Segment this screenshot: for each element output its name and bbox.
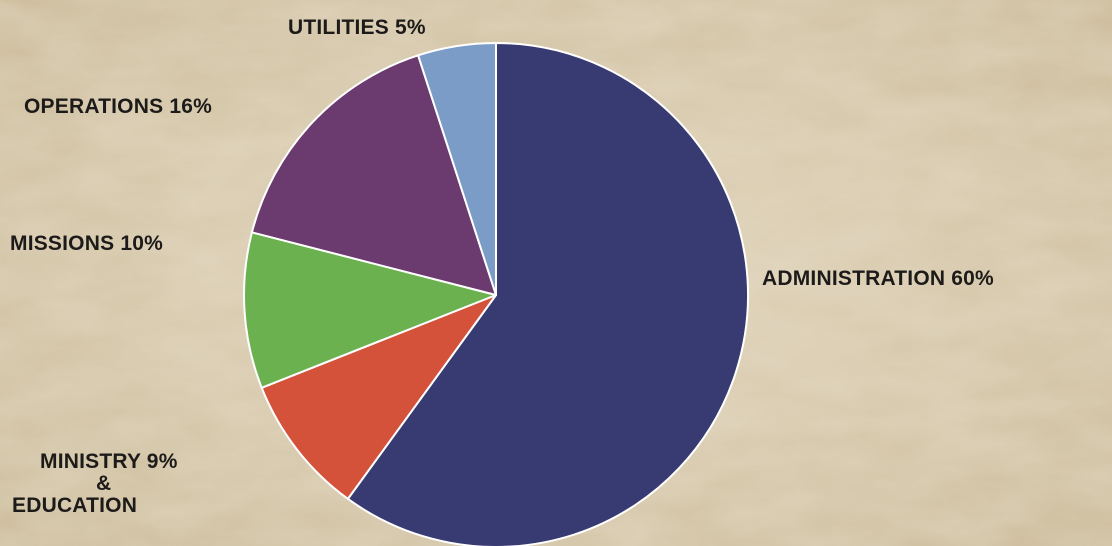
slice-ministry-education: [260, 294, 497, 500]
label-ministry-line3: EDUCATION: [12, 494, 138, 517]
label-missions-text: MISSIONS 10%: [10, 232, 163, 255]
label-operations: OPERATIONS 16%: [24, 96, 212, 118]
label-utilities-text: UTILITIES 5%: [288, 16, 426, 39]
label-ministry-line2: &: [96, 472, 112, 495]
label-missions: MISSIONS 10%: [10, 233, 163, 255]
pie-slices: [243, 42, 750, 546]
slice-operations: [250, 54, 497, 296]
slice-utilities: [417, 42, 497, 296]
label-ministry-education: MINISTRY 9% & EDUCATION: [12, 451, 178, 517]
slice-administration: [346, 42, 750, 546]
label-administration: ADMINISTRATION 60%: [762, 268, 994, 290]
label-utilities: UTILITIES 5%: [288, 17, 426, 39]
label-operations-text: OPERATIONS 16%: [24, 95, 212, 118]
label-administration-text: ADMINISTRATION 60%: [762, 267, 994, 290]
label-ministry-line1: MINISTRY 9%: [40, 450, 178, 473]
slice-missions: [243, 231, 497, 389]
